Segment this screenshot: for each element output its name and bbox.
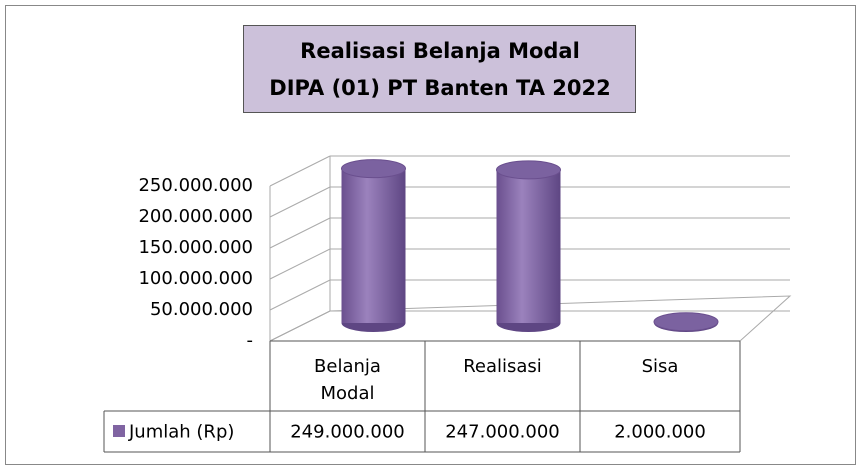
x-tick-label: Realisasi	[463, 356, 542, 377]
grid-line	[269, 155, 331, 187]
bar	[496, 169, 561, 323]
y-tick-label: 250.000.000	[138, 175, 253, 196]
grid-line	[269, 310, 331, 342]
x-tick-label-box: Sisa	[641, 356, 679, 377]
bar	[341, 168, 406, 323]
y-tick-label: -	[247, 330, 254, 351]
y-tick-label: 150.000.000	[138, 237, 253, 258]
data-label: 2.000.000	[614, 422, 706, 443]
y-tick-label: 50.000.000	[150, 299, 253, 320]
chart-title: Realisasi Belanja Modal	[300, 39, 580, 63]
x-tick-label-box: Realisasi	[463, 356, 542, 377]
x-tick-label-box: Belanja Modal	[314, 356, 381, 404]
grid-line	[269, 248, 331, 280]
legend-label: Jumlah (Rp)	[128, 422, 234, 443]
x-tick-label: Belanja Modal	[314, 356, 381, 404]
bar-top	[653, 312, 719, 332]
y-tick-label: 200.000.000	[138, 206, 253, 227]
grid-line	[269, 186, 331, 218]
legend-swatch	[113, 425, 125, 437]
grid-line	[269, 217, 331, 249]
x-tick-label: Sisa	[641, 356, 679, 377]
bar-top	[496, 160, 561, 180]
title-box	[243, 25, 636, 113]
chart-subtitle: DIPA (01) PT Banten TA 2022	[269, 76, 610, 100]
data-label: 247.000.000	[445, 422, 560, 443]
bar-top	[341, 159, 406, 179]
y-tick-label: 100.000.000	[138, 268, 253, 289]
data-label: 249.000.000	[290, 422, 405, 443]
grid-line	[269, 279, 331, 311]
